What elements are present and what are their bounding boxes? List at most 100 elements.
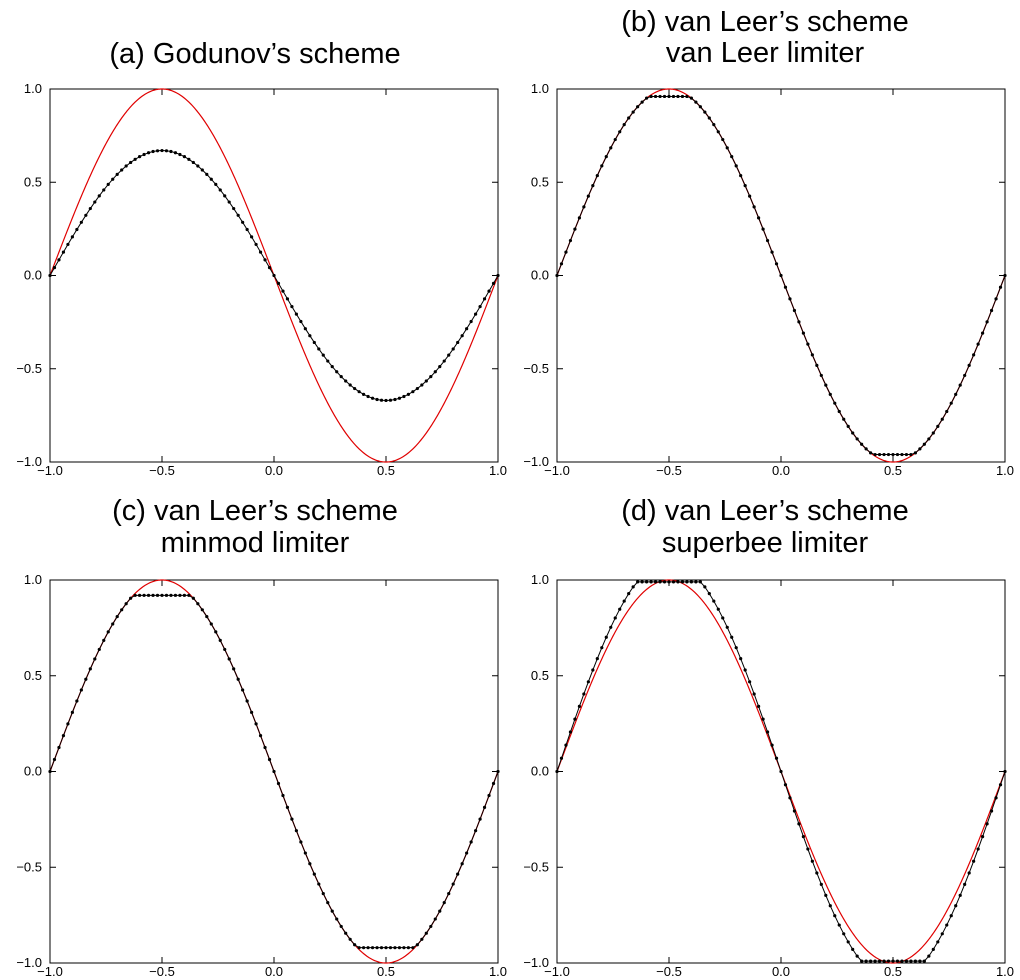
x-tick-label: −0.5 xyxy=(656,463,682,478)
numerical-point xyxy=(456,340,460,345)
numerical-point xyxy=(102,638,106,643)
numerical-point xyxy=(209,177,213,181)
numerical-point xyxy=(388,398,393,402)
numerical-point xyxy=(285,297,290,301)
numerical-point xyxy=(52,757,57,762)
numerical-point xyxy=(129,160,133,165)
numerical-point xyxy=(75,227,79,232)
numerical-point xyxy=(223,647,227,652)
numerical-point xyxy=(855,954,859,958)
numerical-point xyxy=(757,216,761,220)
numerical-point xyxy=(761,227,765,231)
numerical-point xyxy=(631,585,635,589)
numerical-point xyxy=(209,622,213,626)
numerical-point xyxy=(272,273,276,278)
numerical-point xyxy=(582,692,586,696)
numerical-point xyxy=(411,390,415,394)
numerical-point xyxy=(424,379,428,383)
numerical-point xyxy=(694,100,698,104)
numerical-point xyxy=(102,188,106,192)
numerical-point xyxy=(864,447,868,451)
numerical-point xyxy=(779,273,783,278)
numerical-point xyxy=(487,793,491,798)
numerical-point xyxy=(120,168,124,172)
numerical-point xyxy=(61,250,66,254)
numerical-point xyxy=(698,580,702,584)
y-tick-label: 0.5 xyxy=(531,668,549,683)
y-tick-label: 0.5 xyxy=(24,668,42,683)
numerical-point xyxy=(734,164,738,168)
numerical-point xyxy=(555,273,559,278)
numerical-point xyxy=(922,959,926,963)
numerical-point xyxy=(460,862,464,866)
numerical-point xyxy=(819,373,823,378)
numerical-point xyxy=(954,904,958,908)
numerical-point xyxy=(963,882,967,886)
numerical-point xyxy=(330,909,334,913)
numerical-point xyxy=(496,273,500,278)
numerical-point xyxy=(164,149,169,153)
numerical-point xyxy=(317,882,321,886)
numerical-point xyxy=(142,152,146,157)
numerical-point xyxy=(864,959,868,963)
numerical-point xyxy=(931,947,935,951)
numerical-point xyxy=(200,608,204,612)
x-tick-label: 0.5 xyxy=(377,463,395,478)
numerical-point xyxy=(806,342,810,346)
numerical-point xyxy=(415,386,419,391)
numerical-point xyxy=(393,397,397,402)
numerical-point xyxy=(124,164,128,168)
numerical-point xyxy=(442,359,446,363)
numerical-point xyxy=(84,213,88,217)
numerical-point xyxy=(555,769,559,774)
numerical-point xyxy=(218,638,222,643)
numerical-point xyxy=(685,94,689,99)
numerical-point xyxy=(250,235,254,239)
numerical-point xyxy=(882,452,886,457)
numerical-point xyxy=(478,304,482,309)
numerical-point xyxy=(366,394,370,399)
numerical-point xyxy=(366,946,370,950)
numerical-point xyxy=(66,242,70,247)
numerical-point xyxy=(725,625,729,629)
numerical-point xyxy=(904,959,909,963)
x-tick-label: 0.0 xyxy=(265,964,283,979)
numerical-point xyxy=(124,602,128,606)
numerical-point xyxy=(155,149,160,153)
numerical-point xyxy=(837,923,841,927)
numerical-point xyxy=(447,353,451,357)
numerical-point xyxy=(998,783,1003,787)
y-tick-label: −1.0 xyxy=(16,955,42,970)
numerical-point xyxy=(447,891,451,896)
numerical-point xyxy=(797,320,801,324)
numerical-point xyxy=(622,123,626,127)
numerical-point xyxy=(232,667,236,671)
chart-title-line: superbee limiter xyxy=(661,527,869,559)
numerical-point xyxy=(712,599,716,603)
x-tick-label: 0.5 xyxy=(377,964,395,979)
numerical-point xyxy=(698,105,702,109)
numerical-point xyxy=(653,94,658,99)
numerical-point xyxy=(998,285,1003,289)
x-tick-label: −1.0 xyxy=(37,964,63,979)
numerical-point xyxy=(636,580,640,584)
numerical-point xyxy=(196,602,200,606)
x-tick-label: 0.5 xyxy=(884,463,902,478)
numerical-point xyxy=(406,392,410,396)
numerical-point xyxy=(904,452,909,457)
numerical-point xyxy=(788,796,792,800)
numerical-point xyxy=(653,580,658,584)
numerical-point xyxy=(1003,273,1007,278)
numerical-point xyxy=(797,822,801,826)
numerical-point xyxy=(411,946,415,950)
numerical-point xyxy=(989,809,994,813)
numerical-point xyxy=(967,363,971,367)
numerical-point xyxy=(478,817,482,821)
numerical-point xyxy=(276,781,281,786)
numerical-point xyxy=(496,769,500,774)
numerical-point xyxy=(182,155,186,159)
numerical-point xyxy=(205,172,209,177)
